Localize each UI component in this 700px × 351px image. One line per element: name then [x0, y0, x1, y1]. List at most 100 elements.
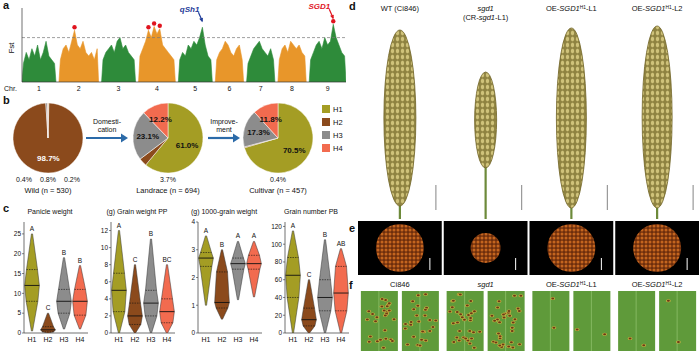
x-tick-label: H1: [289, 336, 298, 343]
lesion: [367, 310, 370, 312]
legend-swatch: [322, 144, 330, 152]
lesion: [494, 341, 497, 343]
lesion-halo: [498, 335, 503, 338]
median-line: [57, 301, 72, 302]
peak-dot: [152, 21, 156, 25]
quartile-line: [216, 308, 228, 309]
lesion-halo: [423, 314, 428, 317]
label-part: -L1): [495, 13, 509, 22]
leaf-vein: [550, 291, 551, 351]
lesion: [493, 320, 496, 322]
lesion-halo: [387, 309, 392, 312]
legend-swatch: [322, 118, 330, 126]
quartile-line: [232, 269, 244, 270]
median-line: [41, 329, 56, 330]
quartile-line: [113, 273, 124, 274]
quartile-line: [26, 301, 38, 302]
x-axis: [285, 333, 349, 334]
pie-slice: [46, 103, 48, 138]
lesion: [404, 328, 407, 330]
quartile-line: [319, 310, 331, 311]
legend-swatch: [322, 105, 330, 113]
lesion: [478, 331, 481, 333]
leaf: [488, 291, 525, 351]
lesion-halo: [516, 307, 521, 310]
lesion: [468, 330, 471, 332]
lesion-halo: [431, 325, 436, 328]
x-tick-label: H2: [305, 336, 314, 343]
lesion: [642, 344, 645, 346]
lesion: [424, 309, 427, 311]
chr-label: 4: [155, 85, 159, 92]
lesion-halo: [410, 300, 415, 303]
lesion-halo: [501, 313, 506, 316]
lesion-halo: [602, 333, 607, 336]
lesion-halo: [497, 321, 502, 324]
lesion-halo: [510, 329, 515, 332]
scale-bar: [435, 185, 436, 210]
photo-label: (CR-sgd1-L1): [463, 13, 509, 22]
panel-label: f: [349, 279, 353, 291]
lesion-halo: [416, 320, 421, 323]
significance-letter: AB: [337, 240, 346, 247]
lesion-halo: [575, 328, 580, 331]
leaf: [659, 291, 696, 351]
quartile-line: [58, 313, 70, 314]
lesion: [469, 319, 472, 321]
y-tick-label: 3: [191, 246, 195, 253]
leaf: [361, 291, 398, 351]
leaf: [402, 291, 439, 351]
data-label: 0.2%: [64, 176, 80, 183]
annotation-arrow: [329, 9, 333, 18]
y-axis: [22, 8, 23, 82]
chr-label: 7: [259, 85, 263, 92]
median-line: [231, 263, 246, 264]
violin-body: [286, 231, 301, 333]
median-line: [128, 315, 143, 316]
lesion: [512, 321, 515, 323]
fst-area: [247, 41, 275, 82]
lesion-halo: [418, 344, 423, 347]
y-axis: [198, 222, 199, 333]
lesion: [468, 343, 471, 345]
x-axis: [24, 333, 88, 334]
lesion-halo: [460, 316, 465, 319]
lesion: [452, 322, 455, 324]
lesion: [507, 310, 510, 312]
median-line: [318, 297, 333, 298]
lesion-halo: [469, 312, 474, 315]
lesion: [412, 336, 415, 338]
lesion: [502, 313, 505, 315]
lesion: [417, 321, 420, 323]
scale-bar: [687, 258, 688, 270]
significance-letter: B: [323, 231, 327, 238]
lesion: [461, 316, 464, 318]
seed-pile: [376, 224, 424, 272]
lesion-halo: [509, 341, 514, 344]
leaf-vein: [505, 291, 506, 351]
lesion: [410, 321, 413, 323]
lesion-halo: [512, 294, 517, 297]
significance-letter: B: [78, 257, 82, 264]
lesion: [384, 315, 387, 317]
significance-letter: A: [204, 227, 209, 234]
y-tick-label: 120: [271, 223, 282, 230]
lesion: [375, 316, 378, 318]
data-label: 23.1%: [136, 132, 159, 141]
y-tick-label: 2: [191, 274, 195, 281]
lesion-halo: [415, 304, 420, 307]
lesion: [552, 327, 555, 329]
lesion: [374, 320, 377, 322]
subplot-title: (g) 1000-grain weight: [191, 208, 257, 216]
lesion: [382, 347, 385, 349]
data-label: 61.0%: [176, 141, 199, 150]
lesion-halo: [383, 337, 388, 340]
lesion-halo: [367, 340, 372, 343]
data-label: 0.4%: [270, 176, 286, 183]
y-tick-label: 40: [275, 294, 283, 301]
lesion-halo: [510, 326, 515, 329]
legend-entry: H1: [333, 105, 343, 114]
lesion: [424, 340, 427, 342]
lesion: [409, 324, 412, 326]
label-part: OE-: [632, 4, 646, 13]
